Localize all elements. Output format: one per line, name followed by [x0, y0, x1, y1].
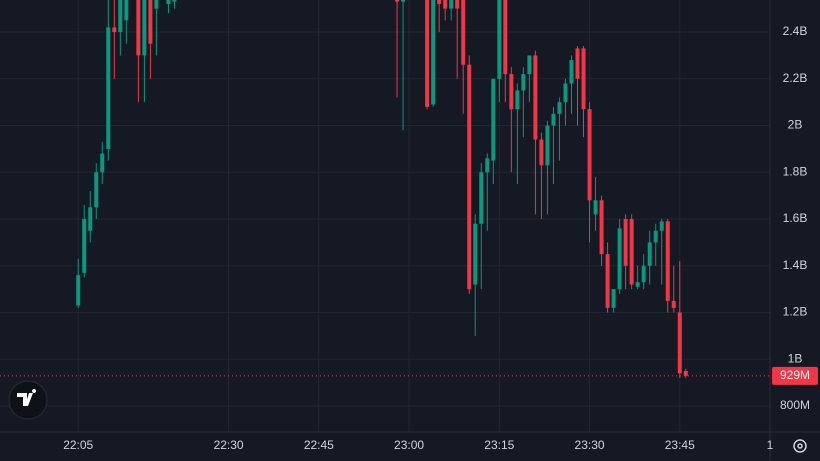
candle-body [112, 27, 117, 33]
candle-body [148, 0, 153, 44]
candle-body [88, 207, 93, 231]
candle-body [683, 370, 688, 376]
candle-body [82, 219, 87, 273]
candle-body [479, 172, 484, 224]
y-tick-label: 1.8B [783, 164, 808, 178]
candle-body [100, 153, 105, 173]
candle-body [623, 219, 628, 266]
x-tick-label: 23:30 [575, 438, 605, 452]
candle-body [94, 172, 99, 208]
candle-body [665, 221, 670, 301]
candle-body [587, 109, 592, 201]
axes: 800M 1B 1.2B 1.4B 1.6B 1.8B 2B 2.2B 2.4B 22:05 22:… [63, 24, 818, 452]
y-tick-label: 2B [788, 118, 803, 132]
candle-body [172, 0, 177, 2]
candle-body [491, 78, 496, 161]
candle-body [401, 0, 406, 2]
x-tick-label: 23:45 [665, 438, 695, 452]
candle-body [617, 228, 622, 290]
candle-body [515, 90, 520, 110]
candle-body [659, 221, 664, 231]
candle-body [431, 0, 436, 105]
candles [0, 0, 770, 378]
candle-body [497, 0, 502, 79]
candle-body [653, 230, 658, 243]
candle-body [647, 242, 652, 266]
x-tick-label: 1 [767, 438, 774, 452]
candle-body [449, 0, 454, 9]
y-tick-label: 1B [788, 351, 803, 365]
x-tick-label: 22:05 [63, 438, 93, 452]
candle-body [503, 0, 508, 75]
candle-body [124, 0, 129, 21]
candle-body [677, 312, 682, 374]
price-label-box [772, 366, 818, 385]
candle-body [605, 254, 610, 308]
candle-body [76, 275, 81, 306]
candle-body [551, 113, 556, 126]
candle-body [521, 74, 526, 91]
x-tick-label: 23:00 [394, 438, 424, 452]
candle-body [671, 300, 676, 308]
settings-icon[interactable] [793, 439, 807, 453]
candle-body [473, 223, 478, 285]
candle-body [527, 55, 532, 75]
candle-body [569, 60, 574, 84]
x-tick-label: 22:30 [214, 438, 244, 452]
candle-body [575, 48, 580, 79]
candle-body [563, 83, 568, 103]
candle-body [437, 0, 442, 4]
candle-body [581, 48, 586, 110]
candle-body [545, 125, 550, 166]
x-tick-label: 22:45 [304, 438, 334, 452]
x-tick-label: 23:15 [484, 438, 514, 452]
candle-body [142, 0, 147, 56]
candle-body [106, 27, 111, 149]
y-tick-label: 2.2B [783, 71, 808, 85]
y-tick-label: 1.2B [783, 305, 808, 319]
candle-body [485, 158, 490, 173]
candle-body [611, 289, 616, 308]
candle-body [118, 0, 123, 33]
candle-body [593, 200, 598, 215]
candle-body [395, 0, 400, 2]
y-tick-label: 800M [780, 398, 810, 412]
candle-body [557, 102, 562, 114]
candle-body [136, 0, 141, 56]
candle-body [166, 0, 171, 4]
candle-body [154, 0, 159, 9]
candle-body [629, 219, 634, 285]
logo [8, 380, 48, 420]
y-tick-label: 1.4B [783, 258, 808, 272]
price-label: 929M [780, 368, 810, 382]
grid [0, 0, 771, 432]
candle-body [641, 265, 646, 283]
candle-body [461, 0, 466, 65]
candle-body [509, 74, 514, 110]
candle-body [467, 64, 472, 290]
candle-body [635, 282, 640, 287]
candle-body [455, 0, 460, 9]
candle-body [425, 0, 430, 107]
y-tick-label: 1.6B [783, 211, 808, 225]
candle-body [599, 200, 604, 255]
candle-body [539, 139, 544, 166]
candle-body [533, 55, 538, 140]
candle-body [443, 0, 448, 9]
y-tick-label: 2.4B [783, 24, 808, 38]
